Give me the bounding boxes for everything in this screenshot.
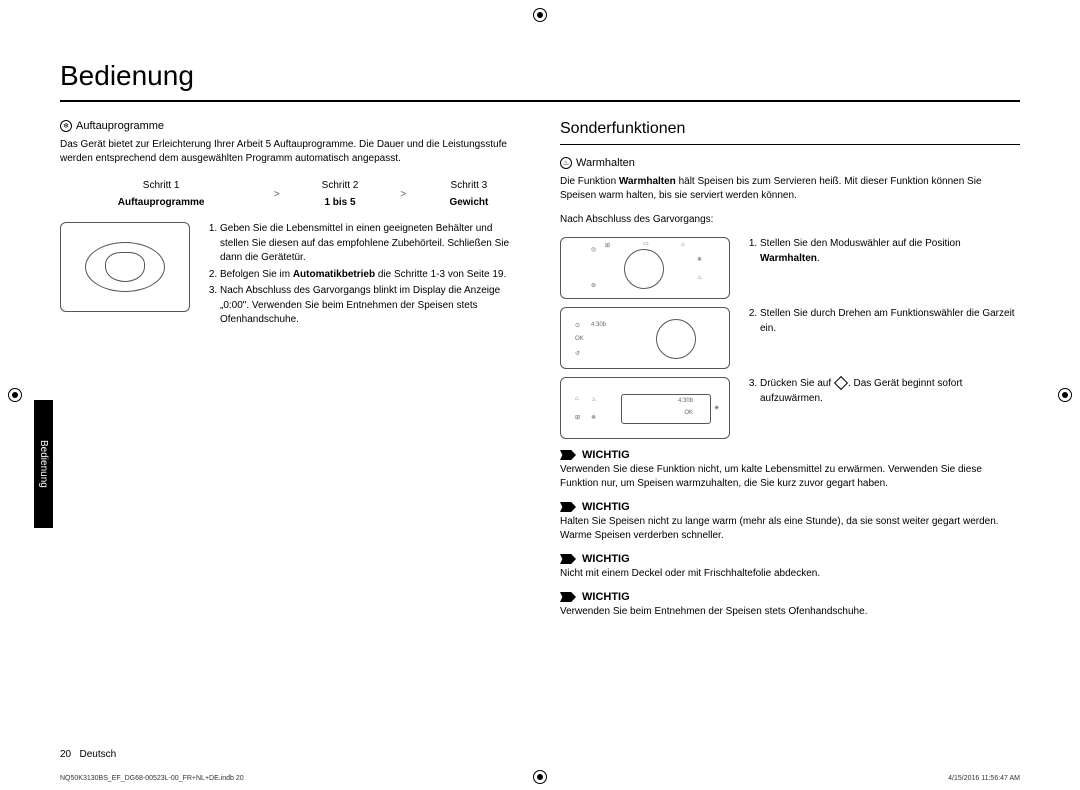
important-label: WICHTIG bbox=[560, 591, 1020, 603]
keepwarm-section-label: ♨ Warmhalten bbox=[560, 157, 1020, 169]
defrost-label-text: Auftauprogramme bbox=[76, 120, 164, 132]
defrost-intro: Das Gerät bietet zur Erleichterung Ihrer… bbox=[60, 138, 520, 166]
pointer-icon bbox=[560, 592, 576, 602]
title-rule bbox=[60, 100, 1020, 102]
step1-value: Auftauprogramme bbox=[62, 195, 260, 210]
defrost-section-label: ❄ Auftauprogramme bbox=[60, 120, 520, 132]
step2-value: 1 bis 5 bbox=[293, 195, 387, 210]
step1-header: Schritt 1 bbox=[62, 178, 260, 193]
important-text: Halten Sie Speisen nicht zu lange warm (… bbox=[560, 515, 1020, 543]
instruction-item: Geben Sie die Lebensmittel in einen geei… bbox=[220, 222, 520, 266]
side-tab: Bedienung bbox=[34, 400, 53, 528]
sub-rule bbox=[560, 144, 1020, 145]
special-functions-title: Sonderfunktionen bbox=[560, 120, 1020, 138]
footer-timestamp: 4/15/2016 11:56:47 AM bbox=[948, 775, 1020, 782]
footer-file: NQ50K3130BS_EF_DG68-00523L-00_FR+NL+DE.i… bbox=[60, 775, 244, 782]
panel-step-text: Drücken Sie auf . Das Gerät beginnt sofo… bbox=[744, 377, 1020, 408]
manual-page: Bedienung Bedienung ❄ Auftauprogramme Da… bbox=[0, 0, 1080, 790]
panel-step-1: ◎ ⊞ ▭ ⌂ ❄ ♨ ⊚ Stellen Sie den Moduswähle… bbox=[560, 237, 1020, 299]
instruction-item: Nach Abschluss des Garvorgangs blinkt im… bbox=[220, 284, 520, 328]
right-column: Sonderfunktionen ♨ Warmhalten Die Funkti… bbox=[560, 120, 1020, 629]
important-label: WICHTIG bbox=[560, 553, 1020, 565]
after-cooking-label: Nach Abschluss des Garvorgangs: bbox=[560, 213, 1020, 227]
defrost-instructions: Geben Sie die Lebensmittel in einen geei… bbox=[204, 222, 520, 330]
important-label: WICHTIG bbox=[560, 501, 1020, 513]
display-panel-illustration: ⌂ ♨ ⊞ ❄ 4:30b OK ◈ bbox=[560, 377, 730, 439]
pointer-icon bbox=[560, 450, 576, 460]
pointer-icon bbox=[560, 502, 576, 512]
steps-table: Schritt 1 > Schritt 2 > Schritt 3 Auftau… bbox=[60, 176, 520, 212]
left-column: ❄ Auftauprogramme Das Gerät bietet zur E… bbox=[60, 120, 520, 629]
mode-dial-illustration: ◎ ⊞ ▭ ⌂ ❄ ♨ ⊚ bbox=[560, 237, 730, 299]
instruction-item: Befolgen Sie im Automatikbetrieb die Sch… bbox=[220, 268, 520, 283]
important-text: Nicht mit einem Deckel oder mit Frischha… bbox=[560, 567, 1020, 581]
important-text: Verwenden Sie beim Entnehmen der Speisen… bbox=[560, 605, 1020, 619]
panel-step-2: ⊙ 4:30b OK ↺ Stellen Sie durch Drehen am… bbox=[560, 307, 1020, 369]
start-diamond-icon bbox=[834, 376, 848, 390]
page-footer: 20 Deutsch bbox=[60, 749, 1020, 760]
page-number: 20 bbox=[60, 749, 71, 760]
crop-mark-bottom bbox=[533, 770, 547, 784]
step3-value: Gewicht bbox=[420, 195, 518, 210]
keepwarm-label-text: Warmhalten bbox=[576, 157, 635, 169]
arrow-icon: > bbox=[262, 178, 291, 210]
panel-step-3: ⌂ ♨ ⊞ ❄ 4:30b OK ◈ Drücken Sie auf . Das… bbox=[560, 377, 1020, 439]
important-text: Verwenden Sie diese Funktion nicht, um k… bbox=[560, 463, 1020, 491]
panel-step-text: Stellen Sie den Moduswähler auf die Posi… bbox=[744, 237, 1020, 268]
step3-header: Schritt 3 bbox=[420, 178, 518, 193]
page-language: Deutsch bbox=[79, 749, 116, 760]
panel-step-text: Stellen Sie durch Drehen am Funktionswäh… bbox=[744, 307, 1020, 338]
function-dial-illustration: ⊙ 4:30b OK ↺ bbox=[560, 307, 730, 369]
arrow-icon: > bbox=[389, 178, 418, 210]
important-label: WICHTIG bbox=[560, 449, 1020, 461]
pointer-icon bbox=[560, 554, 576, 564]
defrost-illustration bbox=[60, 222, 190, 312]
keepwarm-intro: Die Funktion Warmhalten hält Speisen bis… bbox=[560, 175, 1020, 203]
step2-header: Schritt 2 bbox=[293, 178, 387, 193]
keepwarm-icon: ♨ bbox=[560, 157, 572, 169]
defrost-icon: ❄ bbox=[60, 120, 72, 132]
page-title: Bedienung bbox=[60, 60, 1020, 92]
